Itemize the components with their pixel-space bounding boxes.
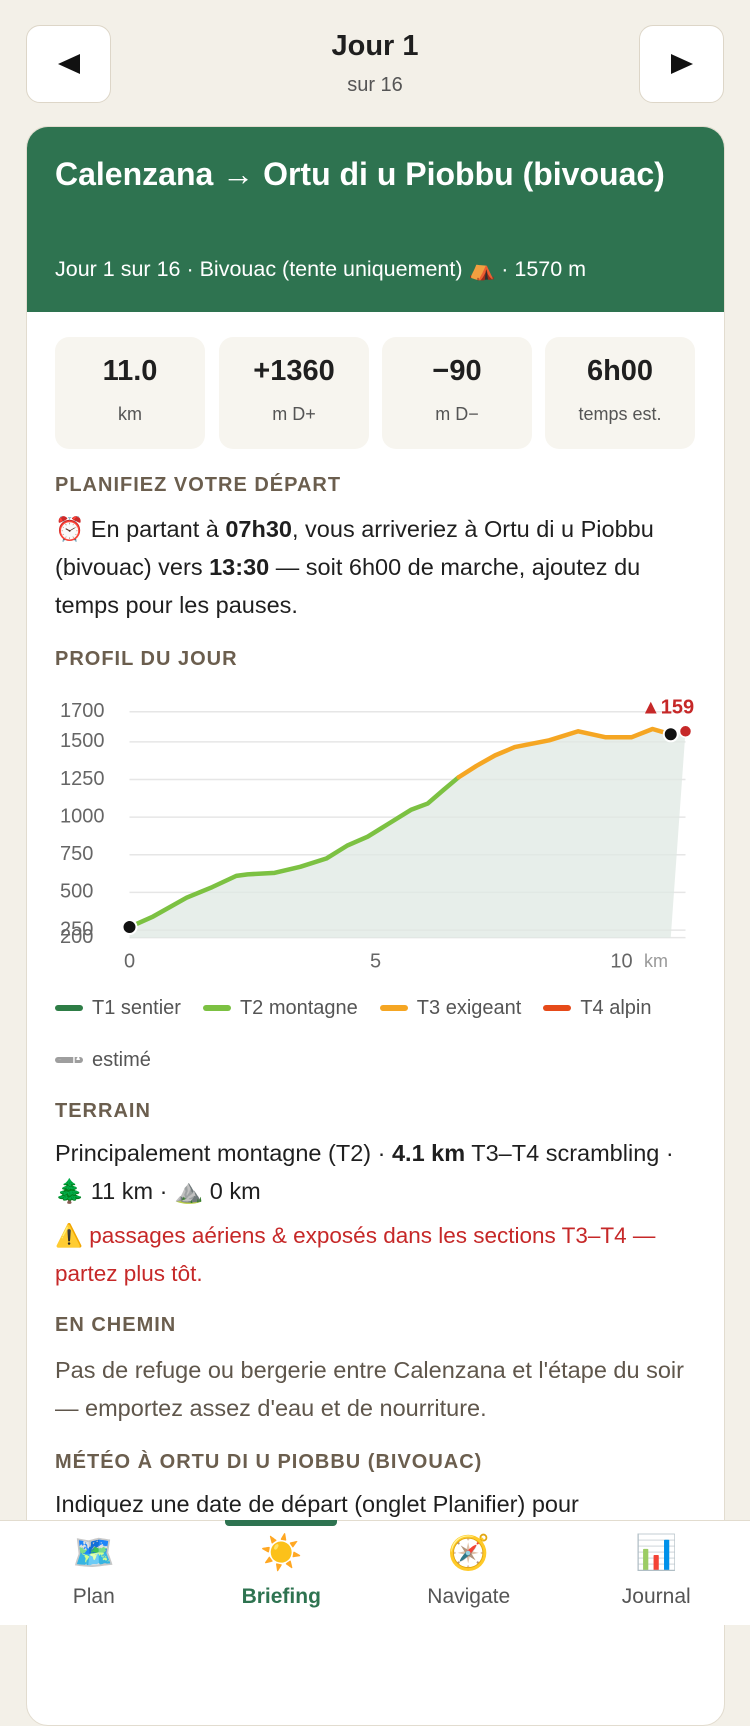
text-segment: 07h30 bbox=[225, 516, 292, 542]
legend-item: T3 exigeant bbox=[380, 992, 522, 1024]
tab-icon: 🧭 bbox=[375, 1533, 563, 1577]
stage-subtitle: Jour 1 sur 16 · Bivouac (tente uniquemen… bbox=[55, 257, 586, 282]
text-segment: 4.1 km bbox=[392, 1140, 465, 1166]
x-tick-label: 0 bbox=[124, 950, 135, 972]
target-marker bbox=[680, 725, 692, 737]
legend: T1 sentier T2 montagne T3 exigeant T4 alpin… bbox=[55, 992, 695, 1076]
y-tick-label: 1000 bbox=[60, 805, 105, 827]
text-segment: T3–T4 scrambling · bbox=[465, 1140, 674, 1166]
weather-text: Indiquez une date de départ (onglet Plan… bbox=[55, 1485, 695, 1523]
stat-value: −90 bbox=[382, 355, 532, 388]
legend-label: T1 sentier bbox=[92, 997, 181, 1020]
tab-icon: 🗺️ bbox=[0, 1533, 188, 1577]
plan-text: ⏰ En partant à 07h30, vous arriveriez à … bbox=[55, 510, 695, 624]
section-heading: PLANIFIEZ VOTRE DÉPART bbox=[55, 474, 341, 497]
card-header: Calenzana → Ortu di u Piobbu (bivouac) J… bbox=[27, 127, 724, 312]
text-segment: 13:30 bbox=[209, 554, 269, 580]
start-marker bbox=[123, 920, 137, 934]
section-heading: EN CHEMIN bbox=[55, 1314, 176, 1337]
stat-box: 6h00 temps est. bbox=[545, 337, 695, 449]
page: Briefing {"header": {"title": "Jour 1", … bbox=[0, 0, 750, 1624]
text-segment: passages aériens & exposés dans les sect… bbox=[55, 1223, 655, 1286]
stage-title: Calenzana → Ortu di u Piobbu (bivouac) bbox=[55, 149, 675, 199]
legend-item: T1 sentier bbox=[55, 992, 181, 1024]
terrain-text: Principalement montagne (T2) · 4.1 km T3… bbox=[55, 1134, 695, 1210]
text-segment: 🌲 bbox=[55, 1178, 84, 1204]
tab-icon: 📊 bbox=[563, 1533, 750, 1577]
text-segment: ⛰️ bbox=[174, 1178, 203, 1204]
stat-value: 11.0 bbox=[55, 355, 205, 388]
stat-box: +1360 m D+ bbox=[219, 337, 369, 449]
stat-label: temps est. bbox=[545, 404, 695, 425]
route-text: Pas de refuge ou bergerie entre Calenzan… bbox=[55, 1351, 695, 1427]
target-label: ▲159 bbox=[641, 696, 694, 718]
text-segment: 0 km bbox=[203, 1178, 260, 1204]
text-segment: 11 km · bbox=[84, 1178, 174, 1204]
legend-swatch bbox=[203, 1005, 231, 1011]
terrain-warning: ⚠️ passages aériens & exposés dans les s… bbox=[55, 1217, 695, 1293]
y-tick-label: 1700 bbox=[60, 700, 105, 722]
tab-label: Navigate bbox=[375, 1585, 563, 1609]
stat-box: 11.0 km bbox=[55, 337, 205, 449]
x-tick-label: 5 bbox=[370, 950, 381, 972]
legend-item: T2 montagne bbox=[203, 992, 358, 1024]
section-heading: TERRAIN bbox=[55, 1100, 151, 1123]
stat-label: m D+ bbox=[219, 404, 369, 425]
legend-label: T4 alpin bbox=[580, 997, 651, 1020]
y-tick-label: 250 bbox=[60, 918, 93, 940]
text-segment: ⚠️ bbox=[55, 1223, 83, 1248]
tab[interactable]: 🗺️ Plan bbox=[0, 1521, 188, 1625]
stat-value: 6h00 bbox=[545, 355, 695, 388]
active-indicator bbox=[225, 1520, 337, 1526]
stat-label: m D− bbox=[382, 404, 532, 425]
legend-swatch bbox=[380, 1005, 408, 1011]
day-subtitle: sur 16 bbox=[0, 74, 750, 97]
profile-area bbox=[130, 729, 686, 938]
legend-label: T3 exigeant bbox=[417, 997, 522, 1020]
text-segment: Principalement montagne (T2) · bbox=[55, 1140, 392, 1166]
x-axis-label: km bbox=[644, 951, 668, 971]
end-marker bbox=[664, 727, 678, 741]
x-tick-label: 10 bbox=[610, 950, 632, 972]
tab-label: Plan bbox=[0, 1585, 188, 1609]
tab-icon: ☀️ bbox=[188, 1533, 376, 1577]
y-tick-label: 1250 bbox=[60, 768, 105, 790]
legend-item: estimé bbox=[55, 1044, 151, 1076]
legend-swatch bbox=[55, 1057, 83, 1063]
tab-label: Briefing bbox=[188, 1585, 376, 1609]
stat-value: +1360 bbox=[219, 355, 369, 388]
tab[interactable]: 📊 Journal bbox=[563, 1521, 750, 1625]
y-tick-label: 500 bbox=[60, 881, 93, 903]
legend-swatch bbox=[543, 1005, 571, 1011]
app: Jour 1 sur 16 Calenzana → Ortu di u Piob… bbox=[0, 0, 750, 1624]
y-tick-label: 750 bbox=[60, 843, 93, 865]
legend-label: T2 montagne bbox=[240, 997, 358, 1020]
y-tick-label: 1500 bbox=[60, 730, 105, 752]
text-segment: En partant à bbox=[84, 516, 225, 542]
tab[interactable]: 🧭 Navigate bbox=[375, 1521, 563, 1625]
legend-item: T4 alpin bbox=[543, 992, 651, 1024]
section-heading: PROFIL DU JOUR bbox=[55, 648, 238, 671]
tab-label: Journal bbox=[563, 1585, 750, 1609]
legend-swatch bbox=[55, 1005, 83, 1011]
section-heading: MÉTÉO À ORTU DI U PIOBBU (BIVOUAC) bbox=[55, 1451, 482, 1474]
text-segment: ⏰ bbox=[55, 516, 84, 542]
stat-label: km bbox=[55, 404, 205, 425]
tab-bar: 🗺️ Plan☀️ Briefing 🧭 Navigate📊 Journal bbox=[0, 1520, 750, 1625]
stat-box: −90 m D− bbox=[382, 337, 532, 449]
tab[interactable]: ☀️ Briefing bbox=[188, 1521, 376, 1625]
legend-label: estimé bbox=[92, 1049, 151, 1072]
day-title: Jour 1 bbox=[0, 30, 750, 63]
